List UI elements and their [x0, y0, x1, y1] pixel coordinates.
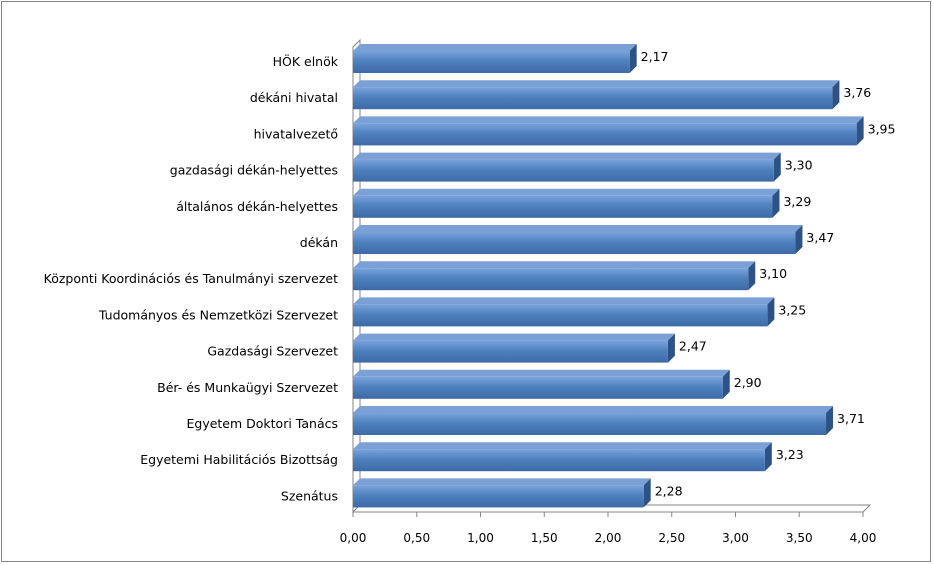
value-label: 3,47	[806, 230, 834, 245]
bar-side-face	[764, 442, 772, 472]
x-tick-label: 0,00	[340, 531, 367, 545]
bar-top-face	[353, 297, 775, 305]
category-label: dékán	[300, 235, 338, 250]
x-tick-label: 3,50	[786, 531, 813, 545]
bar	[353, 413, 827, 435]
x-axis-ticks: 0,00 0,50 1,00 1,50 2,00 2,50 3,00 3,50 4,00	[340, 511, 877, 545]
category-label: dékáni hivatal	[250, 90, 338, 105]
bar	[353, 123, 857, 146]
category-label: Egyetemi Habilitációs Bizottság	[140, 452, 338, 467]
bar	[353, 51, 630, 73]
bar	[353, 340, 668, 363]
bar-side-face	[856, 116, 864, 146]
x-tick-label: 2,50	[658, 531, 685, 545]
value-label: 3,71	[837, 411, 865, 426]
bar	[353, 304, 768, 327]
value-label: 2,17	[641, 49, 669, 64]
bar-side-face	[826, 406, 834, 435]
category-label: HÖK elnök	[273, 53, 339, 69]
category-label: Központi Koordinációs és Tanulmányi szer…	[44, 271, 338, 286]
bar-side-face	[643, 478, 651, 508]
value-label: 3,29	[783, 194, 811, 209]
bar-top-face	[353, 369, 730, 377]
bar	[353, 87, 833, 110]
bar-side-face	[722, 369, 730, 399]
bar-top-face	[353, 333, 675, 341]
bar-top-face	[353, 188, 780, 196]
bar-top-face	[353, 478, 651, 486]
bars	[353, 44, 864, 508]
bar	[353, 268, 749, 291]
category-label: gazdasági dékán-helyettes	[170, 163, 338, 178]
x-tick-label: 2,00	[595, 531, 622, 545]
value-label: 3,10	[759, 266, 787, 281]
bar	[353, 159, 774, 182]
bar-top-face	[353, 225, 803, 232]
x-tick-label: 1,50	[531, 531, 558, 545]
bar-side-face	[795, 225, 803, 254]
bar-side-face	[832, 80, 840, 110]
bar	[353, 232, 796, 254]
bar-top-face	[353, 116, 864, 124]
value-label: 3,25	[778, 302, 806, 317]
category-label: Egyetem Doktori Tanács	[186, 416, 338, 431]
bar-side-face	[667, 333, 675, 363]
value-label: 3,23	[776, 447, 804, 462]
bar-side-face	[748, 261, 756, 291]
category-label: Gazdasági Szervezet	[207, 344, 338, 359]
value-labels: 2,17 3,76 3,95 3,30 3,29 3,47 3,10 3,25 2,47 2,90…	[641, 49, 896, 498]
bar-side-face	[629, 44, 637, 73]
bar	[353, 485, 644, 508]
bar-side-face	[773, 152, 781, 182]
value-label: 2,47	[679, 339, 707, 354]
category-label: általános dékán-helyettes	[176, 199, 338, 214]
value-label: 3,95	[868, 121, 896, 136]
bar	[353, 449, 765, 472]
value-label: 2,90	[734, 375, 762, 390]
category-label: Bér- és Munkaügyi Szervezet	[157, 380, 338, 395]
category-label: Szenátus	[281, 488, 338, 503]
bar	[353, 195, 773, 218]
bar-top-face	[353, 442, 772, 450]
x-tick-label: 1,00	[467, 531, 494, 545]
value-label: 2,28	[655, 483, 683, 498]
bar-top-face	[353, 406, 834, 413]
value-label: 3,76	[843, 85, 871, 100]
value-label: 3,30	[785, 158, 813, 173]
bar-side-face	[772, 188, 780, 218]
bar	[353, 376, 723, 399]
category-label: Tudományos és Nemzetközi Szervezet	[98, 307, 338, 322]
category-labels: HÖK elnök dékáni hivatal hivatalvezető gazd…	[44, 53, 339, 503]
category-label: hivatalvezető	[254, 126, 338, 141]
x-tick-label: 3,00	[722, 531, 749, 545]
bar-side-face	[767, 297, 775, 327]
x-tick-label: 4,00	[850, 531, 877, 545]
bar-top-face	[353, 261, 756, 269]
bar-top-face	[353, 44, 637, 51]
x-tick-label: 0,50	[403, 531, 430, 545]
bar-top-face	[353, 80, 840, 88]
bar-top-face	[353, 152, 781, 160]
